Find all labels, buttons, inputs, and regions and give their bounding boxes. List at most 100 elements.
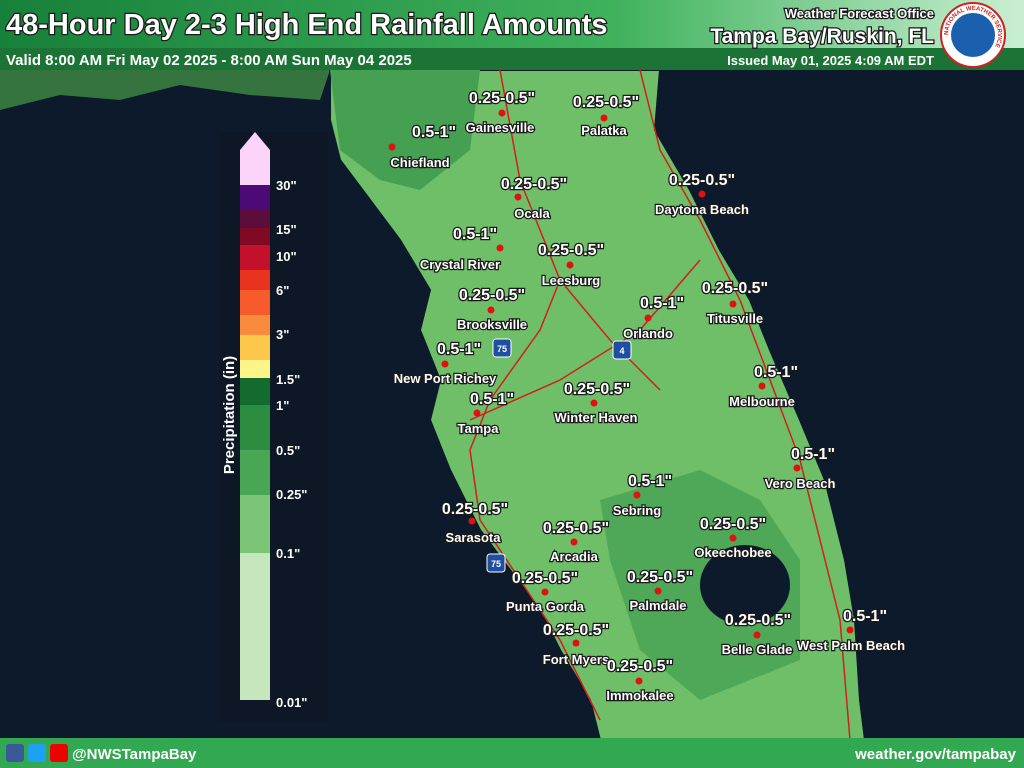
rain-amount: 0.25-0.5" (538, 242, 604, 259)
city-name: Punta Gorda (506, 599, 585, 614)
legend-label: 6" (276, 283, 289, 298)
city-dot (496, 244, 504, 252)
legend-bin (240, 185, 270, 210)
city-dot (441, 360, 449, 368)
city-dot (753, 631, 761, 639)
handle[interactable]: @NWSTampaBay (72, 746, 197, 763)
city-name: Belle Glade (722, 642, 793, 657)
city-dot (388, 143, 396, 151)
city-name: Gainesville (466, 120, 535, 135)
legend-label: 0.1" (276, 546, 300, 561)
legend-bin (240, 450, 270, 495)
youtube-icon[interactable] (50, 744, 68, 762)
city-name: Sebring (613, 503, 661, 518)
city-dot (468, 517, 476, 525)
city-dot (487, 306, 495, 314)
rain-amount: 0.25-0.5" (627, 569, 693, 586)
city-dot (644, 314, 652, 322)
header-bar (0, 0, 1024, 48)
shield-label: 75 (491, 559, 501, 569)
city-name: New Port Richey (394, 371, 497, 386)
legend-bin (240, 378, 270, 405)
rain-amount: 0.5-1" (754, 364, 798, 381)
legend-arrow (240, 132, 270, 150)
legend-bin (240, 495, 270, 553)
city-name: Melbourne (729, 394, 795, 409)
legend-bin (240, 150, 270, 185)
legend-bin (240, 245, 270, 270)
rain-amount: 0.25-0.5" (469, 90, 535, 107)
legend-bin (240, 270, 270, 290)
city-dot (729, 300, 737, 308)
city-name: Titusville (707, 311, 763, 326)
city-name: Immokalee (606, 688, 673, 703)
city-name: Arcadia (550, 549, 598, 564)
city-dot (633, 491, 641, 499)
rain-amount: 0.25-0.5" (512, 570, 578, 587)
legend-label: 0.01" (276, 695, 307, 710)
rain-amount: 0.25-0.5" (459, 287, 525, 304)
rain-amount: 0.25-0.5" (725, 612, 791, 629)
valid: Valid 8:00 AM Fri May 02 2025 - 8:00 AM … (6, 52, 412, 69)
city-name: Palmdale (629, 598, 686, 613)
rain-amount: 0.5-1" (437, 341, 481, 358)
city-name: West Palm Beach (797, 638, 905, 653)
url[interactable]: weather.gov/tampabay (854, 746, 1017, 763)
legend-bin (240, 405, 270, 450)
city-name: Brooksville (457, 317, 527, 332)
city-dot (758, 382, 766, 390)
legend-label: 3" (276, 327, 289, 342)
office: Tampa Bay/Ruskin, FL (710, 25, 934, 48)
title: 48-Hour Day 2-3 High End Rainfall Amount… (6, 9, 608, 41)
city-name: Leesburg (542, 273, 601, 288)
legend-bin (240, 290, 270, 315)
city-name: Tampa (458, 421, 500, 436)
interstate-shield (492, 338, 512, 358)
rain-amount: 0.25-0.5" (669, 172, 735, 189)
interstate-shield (612, 340, 632, 360)
city-dot (498, 109, 506, 117)
shield-label: 4 (619, 346, 624, 356)
city-dot (514, 193, 522, 201)
city-dot (635, 677, 643, 685)
city-name: Palatka (581, 123, 627, 138)
legend-bin (240, 315, 270, 335)
twitter-icon[interactable] (28, 744, 46, 762)
legend-label: 30" (276, 178, 297, 193)
city-name: Winter Haven (555, 410, 638, 425)
highways (469, 69, 851, 741)
rain-amount: 0.5-1" (453, 226, 497, 243)
legend-label: 15" (276, 222, 297, 237)
legend-label: 0.25" (276, 487, 307, 502)
city-name: Orlando (623, 326, 673, 341)
logo-inner (951, 13, 995, 57)
rain-amount: 0.25-0.5" (442, 501, 508, 518)
rain-amount: 0.5-1" (791, 446, 835, 463)
rain-amount: 0.5-1" (640, 295, 684, 312)
city-dot (590, 399, 598, 407)
city-name: Vero Beach (765, 476, 836, 491)
rain-amount: 0.5-1" (470, 391, 514, 408)
rain-amount: 0.25-0.5" (702, 280, 768, 297)
legend-bin (240, 335, 270, 360)
city-dot (793, 464, 801, 472)
city-dot (654, 587, 662, 595)
legend-label: 1.5" (276, 372, 300, 387)
city-name: Daytona Beach (655, 202, 749, 217)
city-dot (566, 261, 574, 269)
city-dot (729, 534, 737, 542)
legend-bin (240, 210, 270, 228)
office-label: Weather Forecast Office (785, 6, 934, 21)
facebook-icon[interactable] (6, 744, 24, 762)
subheader-bar (0, 48, 1024, 70)
city-name: Okeechobee (694, 545, 771, 560)
lake-okeechobee (700, 545, 790, 625)
legend-bin (240, 360, 270, 378)
rain-amount: 0.5-1" (843, 608, 887, 625)
city-name: Crystal River (420, 257, 500, 272)
city-dot (572, 639, 580, 647)
rain-amount: 0.5-1" (412, 124, 456, 141)
legend-label: 1" (276, 398, 289, 413)
